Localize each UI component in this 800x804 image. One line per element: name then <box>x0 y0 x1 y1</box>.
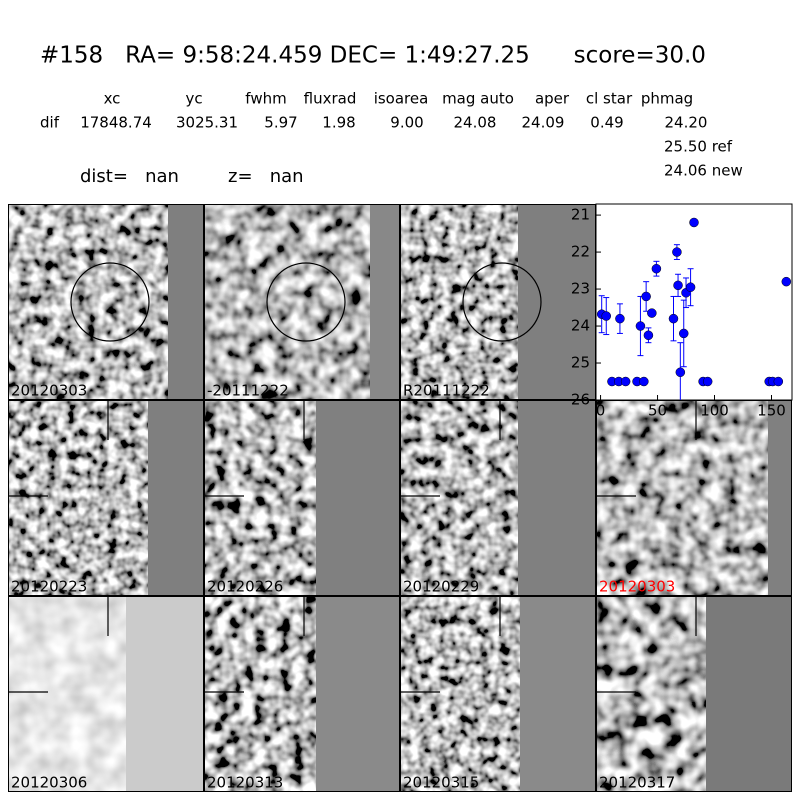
image-stamp <box>204 596 400 792</box>
stamp-label: 20120315 <box>403 774 479 792</box>
data-point <box>651 263 662 274</box>
aperture-circle <box>70 262 150 342</box>
stamp-label: 20120223 <box>11 578 87 596</box>
stamp-border <box>8 204 204 400</box>
stamp-border <box>204 204 400 400</box>
stamp-label: -20111222 <box>207 382 289 400</box>
y-tick-label: 26 <box>571 391 590 409</box>
column-header: aper <box>535 90 570 108</box>
y-tick-label: 21 <box>571 206 590 224</box>
data-point <box>643 330 654 341</box>
data-point <box>675 367 686 378</box>
column-value: 1.98 <box>322 114 355 132</box>
ref-mag: 25.50 ref <box>664 138 733 156</box>
data-point <box>672 247 682 257</box>
stamp-label: 20120313 <box>207 774 283 792</box>
image-stamp <box>596 400 792 596</box>
stamp-label: 20120229 <box>403 578 479 596</box>
data-point <box>689 217 699 228</box>
column-value: 0.49 <box>590 114 623 132</box>
aperture-circle <box>462 262 542 342</box>
image-stamp <box>8 596 204 792</box>
data-point <box>668 313 679 324</box>
column-header: cl star <box>586 90 633 108</box>
data-point <box>641 291 651 302</box>
column-value: 5.97 <box>264 114 297 132</box>
x-tick-label: 100 <box>700 402 729 420</box>
image-stamp <box>400 596 596 792</box>
image-stamp <box>400 400 596 596</box>
column-header: yc <box>185 90 202 108</box>
aperture-circle <box>266 262 346 342</box>
column-header: fwhm <box>245 90 286 108</box>
plot-area <box>595 203 793 401</box>
y-tick-label: 24 <box>571 317 590 335</box>
stamp-border <box>400 596 596 792</box>
new-mag: 24.06 new <box>664 162 743 180</box>
row-label: dif <box>40 114 60 132</box>
data-point <box>781 276 792 287</box>
column-value: 9.00 <box>390 114 423 132</box>
stamp-border <box>8 596 204 792</box>
column-header: xc <box>104 90 121 108</box>
x-tick-label: 0 <box>596 402 606 420</box>
plot-clip <box>596 217 792 400</box>
column-header: fluxrad <box>304 90 357 108</box>
stamp-border <box>204 596 400 792</box>
column-header: mag auto <box>442 90 514 108</box>
data-point <box>601 311 612 321</box>
stamp-border <box>8 400 204 596</box>
stamp-border <box>596 596 792 792</box>
image-stamp <box>400 204 596 400</box>
y-tick-label: 22 <box>571 243 590 261</box>
x-tick-label: 50 <box>648 402 667 420</box>
data-point <box>685 282 696 292</box>
column-header: phmag <box>641 90 693 108</box>
image-stamp <box>8 204 204 400</box>
data-point <box>773 376 784 387</box>
column-value: 24.20 <box>665 114 708 132</box>
title: #158 RA= 9:58:24.459 DEC= 1:49:27.25 sco… <box>40 43 706 69</box>
data-point <box>678 328 689 339</box>
x-tick-label: 150 <box>757 402 786 420</box>
column-value: 24.08 <box>454 114 497 132</box>
stamp-label: 20120306 <box>11 774 87 792</box>
column-value: 24.09 <box>522 114 565 132</box>
data-point <box>615 313 625 324</box>
image-stamp <box>204 204 400 400</box>
data-point <box>647 308 657 318</box>
stamp-label: 20120226 <box>207 578 283 596</box>
column-value: 17848.74 <box>80 114 152 132</box>
y-tick-label: 25 <box>571 354 590 372</box>
stamp-border <box>400 400 596 596</box>
data-point <box>635 321 646 331</box>
y-tick-label: 23 <box>571 280 590 298</box>
stamp-border <box>204 400 400 596</box>
image-stamp <box>204 400 400 596</box>
data-point <box>702 376 713 387</box>
stamp-label: 20120303 <box>599 578 675 596</box>
redshift: z= nan <box>228 166 304 187</box>
image-stamp <box>596 596 792 792</box>
stamp-label: R20111222 <box>403 382 490 400</box>
data-point <box>620 376 631 387</box>
stamp-label: 20120303 <box>11 382 87 400</box>
stamp-label: 20120317 <box>599 774 675 792</box>
data-point <box>639 376 649 387</box>
column-header: isoarea <box>374 90 429 108</box>
column-value: 3025.31 <box>176 114 238 132</box>
image-stamp <box>8 400 204 596</box>
dist: dist= nan <box>80 166 179 187</box>
data-point <box>673 280 683 291</box>
